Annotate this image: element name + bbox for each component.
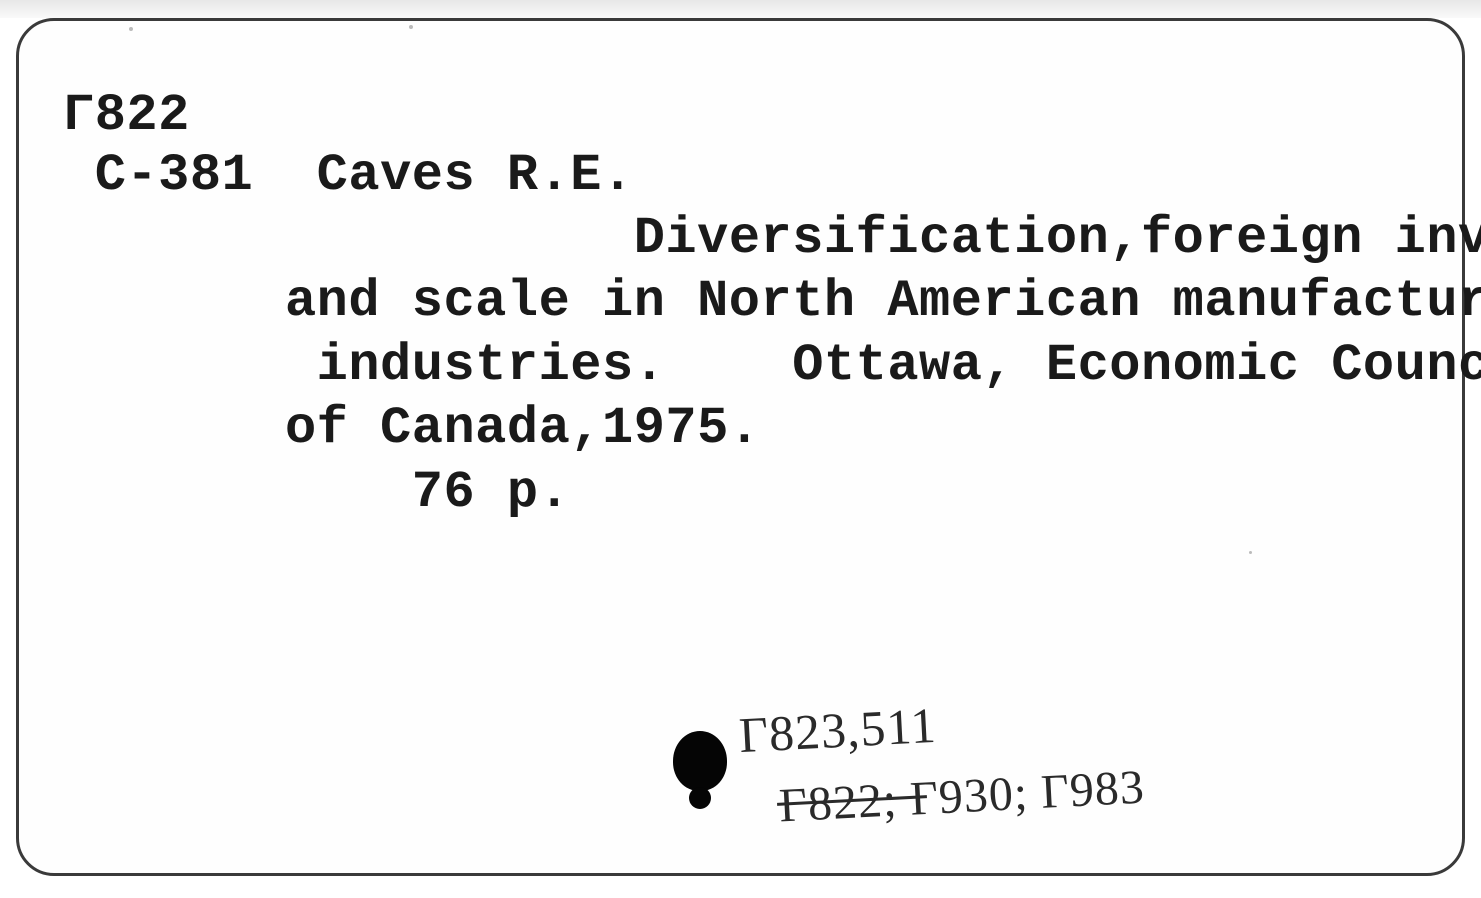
punch-hole-tail [689,787,711,809]
scan-speck [409,25,413,29]
scan-speck [129,27,133,31]
call-number-author-line: C-381 Caves R.E. [63,144,1452,207]
author-name: Caves R.E. [317,146,634,205]
scan-speck [1249,551,1252,554]
scan-top-shadow [0,0,1481,18]
pages-text: 76 p. [285,463,570,522]
catalog-text-block: Г822 C-381 Caves R.E. Diversification,fo… [63,89,1452,524]
call-number-line-1: Г822 [63,89,1452,144]
pages-line: 76 p. [63,461,1452,524]
call-number-2: C-381 [63,146,253,205]
punch-hole-icon [673,731,727,791]
annotation-rest-text: ; Г930; Г983 [881,760,1146,827]
title-line-1: Diversification,foreign investment, [63,207,1452,270]
title-text-3: industries. Ottawa, Economic Council [285,336,1481,395]
title-line-4: of Canada,1975. [63,397,1452,460]
title-text-2: and scale in North American manufacturin… [285,272,1481,331]
annotation-handwritten-bottom: Г822; Г930; Г983 [778,759,1146,833]
index-card-frame: Г822 C-381 Caves R.E. Diversification,fo… [16,18,1465,876]
annotation-handwritten-top: Г823,511 [738,696,938,764]
title-line-3: industries. Ottawa, Economic Council [63,334,1452,397]
title-text-1: Diversification,foreign investment, [443,209,1481,268]
title-line-2: and scale in North American manufacturin… [63,270,1452,333]
title-text-4: of Canada,1975. [285,399,761,458]
